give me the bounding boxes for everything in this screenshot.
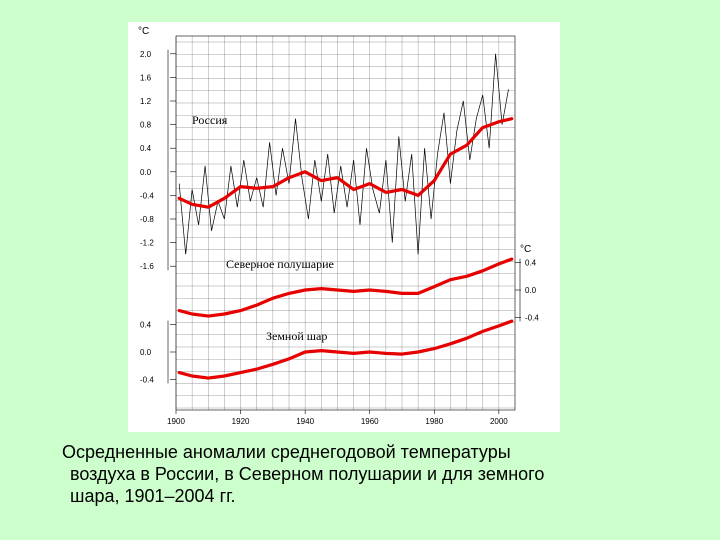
x-tick-label: 1960 <box>361 417 379 426</box>
y-tick-label: -0.4 <box>140 375 154 384</box>
y-tick-label: 0.4 <box>525 259 537 268</box>
panel-northern-hemisphere: 0.4 0.0 -0.4 °C Северное полушарие <box>177 244 539 322</box>
x-tick-label: 1900 <box>167 417 185 426</box>
series-smoothed-line <box>177 319 514 380</box>
caption-line-3: шара, 1901–2004 гг. <box>70 486 236 506</box>
panel-russia: 2.0 1.6 1.2 0.8 0.4 0.0 -0.4 -0.8 -1.2 -1.6 °C Росс… <box>138 26 514 271</box>
x-tick-label: 1980 <box>425 417 443 426</box>
panel-label: Россия <box>192 113 228 127</box>
panel-globe: 0.4 0.0 -0.4 Земной шар <box>140 319 514 384</box>
temperature-anomaly-chart: 2.0 1.6 1.2 0.8 0.4 0.0 -0.4 -0.8 -1.2 -1.6 °C Росс… <box>138 26 539 426</box>
series-smoothed-line <box>177 117 514 209</box>
plot-frame <box>175 35 516 411</box>
y-tick-label: -0.8 <box>140 215 154 224</box>
y-tick-label: 0.0 <box>140 168 152 177</box>
caption-line-2: воздуха в России, в Северном полушарии и… <box>70 464 545 484</box>
series-smoothed-line <box>177 257 514 318</box>
y-tick-label: 1.2 <box>140 97 152 106</box>
y-tick-label: -0.4 <box>525 313 539 322</box>
y-tick-label: -1.6 <box>140 262 154 271</box>
x-tick-label: 1940 <box>296 417 314 426</box>
y-tick-label: -1.2 <box>140 239 154 248</box>
x-tick-label: 1920 <box>232 417 250 426</box>
y-tick-label: 0.8 <box>140 121 152 130</box>
x-axis: 1900 1920 1940 1960 1980 2000 <box>167 410 508 426</box>
y-tick-label: 2.0 <box>140 50 152 59</box>
figure-caption: Осредненные аномалии среднегодовой темпе… <box>62 441 682 507</box>
temperature-anomaly-figure: 2.0 1.6 1.2 0.8 0.4 0.0 -0.4 -0.8 -1.2 -1.6 °C Росс… <box>128 22 560 432</box>
y-tick-label: -0.4 <box>140 191 154 200</box>
y-tick-label: 0.4 <box>140 144 152 153</box>
grid <box>175 35 516 411</box>
x-tick-label: 2000 <box>490 417 508 426</box>
caption-line-1: Осредненные аномалии среднегодовой темпе… <box>62 442 511 462</box>
y-tick-label: 0.0 <box>140 348 152 357</box>
panel-label: Северное полушарие <box>226 257 334 271</box>
y-unit-label: °C <box>520 244 531 255</box>
y-unit-label: °C <box>138 26 149 37</box>
panel-label: Земной шар <box>266 329 327 343</box>
y-tick-label: 1.6 <box>140 73 152 82</box>
y-tick-label: 0.4 <box>140 321 152 330</box>
series-raw-line <box>178 53 509 255</box>
y-tick-label: 0.0 <box>525 286 537 295</box>
